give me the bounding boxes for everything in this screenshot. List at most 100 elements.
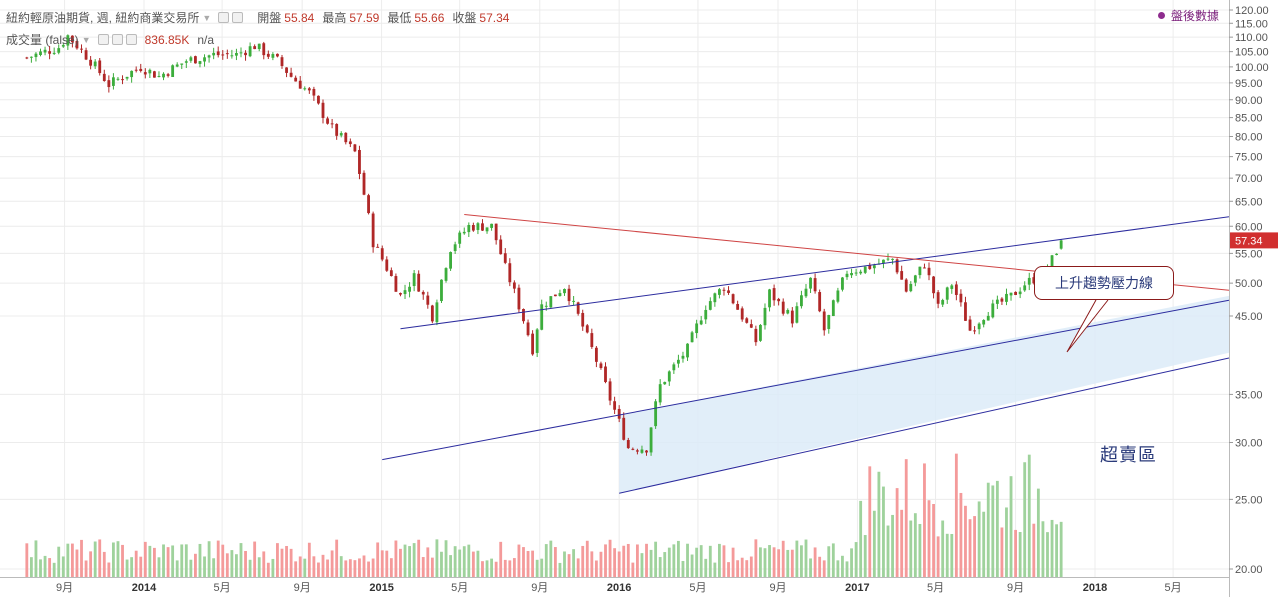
volume-bar <box>663 552 667 577</box>
candle-body <box>845 273 849 278</box>
volume-bar <box>613 548 617 577</box>
candle-body <box>134 69 138 71</box>
volume-bar <box>886 525 890 577</box>
candle-body <box>813 278 817 292</box>
candle-body <box>189 57 193 61</box>
candle-body <box>640 449 644 453</box>
volume-bar <box>722 545 726 577</box>
price-tick-label: 75.00 <box>1235 152 1263 164</box>
candle-body <box>1009 292 1013 296</box>
volume-bar <box>303 558 307 577</box>
settings-icon[interactable] <box>111 34 123 45</box>
volume-bar <box>891 514 894 577</box>
candle-body <box>613 401 617 410</box>
settings-icon[interactable] <box>232 12 244 23</box>
candle-body <box>827 314 831 329</box>
candle-body <box>959 293 963 303</box>
chevron-down-icon[interactable]: ▼ <box>202 12 212 23</box>
candle-body <box>945 287 949 300</box>
candle-body <box>157 75 161 77</box>
candle-body <box>558 293 562 296</box>
candle-body <box>622 417 626 440</box>
volume-bar <box>813 547 817 577</box>
candle-body <box>257 43 261 50</box>
volume-bar <box>39 559 42 577</box>
high-label: 最高 <box>322 11 347 25</box>
candle-body <box>503 253 507 263</box>
volume-bar <box>57 546 61 577</box>
volume-bar <box>48 558 52 577</box>
volume-bar <box>604 544 607 577</box>
volume-bar <box>786 549 790 577</box>
candle-body <box>768 289 771 308</box>
volume-bar <box>449 555 452 577</box>
volume-bar <box>239 543 243 577</box>
candle-body <box>153 71 156 78</box>
candle-body <box>676 359 680 364</box>
time-tick-label: 2015 <box>369 582 393 594</box>
time-tick-label: 5月 <box>214 582 231 594</box>
candle-body <box>831 300 835 316</box>
volume-bar <box>1059 521 1063 577</box>
eye-icon[interactable] <box>218 12 230 23</box>
volume-bar <box>982 511 986 577</box>
eye-icon[interactable] <box>97 34 109 45</box>
volume-bar <box>768 545 771 577</box>
time-tick-label: 5月 <box>1165 582 1182 594</box>
volume-bar <box>631 562 635 577</box>
candle-body <box>872 265 876 269</box>
volume-bar <box>394 540 398 577</box>
candle-body <box>1018 291 1022 295</box>
volume-bar <box>681 560 685 577</box>
settlement-data-button[interactable]: 盤後數據 <box>1157 7 1219 24</box>
candle-body <box>686 343 689 358</box>
candle-body <box>954 284 958 295</box>
price-tick-label: 105.00 <box>1235 47 1269 59</box>
volume-bar <box>822 560 826 577</box>
volume-bar <box>162 544 165 577</box>
volume-bar <box>412 543 416 577</box>
candle-body <box>818 292 822 312</box>
candle-body <box>80 48 83 50</box>
candle-body <box>326 118 329 124</box>
candle-body <box>412 273 416 287</box>
candle-body <box>339 133 343 136</box>
candle-body <box>490 223 494 228</box>
candle-body <box>982 320 986 325</box>
volume-bar <box>134 550 138 577</box>
time-tick-label: 9月 <box>56 582 73 594</box>
candle-body <box>317 95 320 104</box>
candle-body <box>280 57 284 67</box>
candle-body <box>936 292 940 304</box>
candle-body <box>900 271 904 280</box>
volume-bar <box>89 551 93 577</box>
volume-bar <box>1046 532 1049 577</box>
close-icon[interactable] <box>125 34 137 45</box>
volume-bar <box>235 554 238 577</box>
candle-body <box>604 366 607 383</box>
candle-body <box>1014 291 1017 295</box>
volume-bar <box>927 500 931 577</box>
volume-bar <box>458 549 462 577</box>
candle-body <box>75 40 79 49</box>
candle-body <box>740 308 744 320</box>
volume-bar <box>731 547 735 577</box>
candle-body <box>57 48 61 53</box>
candle-body <box>235 52 238 56</box>
volume-bar <box>130 557 134 577</box>
candle-body <box>1027 277 1031 285</box>
candle-body <box>563 288 566 294</box>
volume-bar <box>367 561 370 577</box>
volume-bar <box>558 562 562 577</box>
volume-bar <box>740 557 744 577</box>
volume-bar <box>1000 527 1004 577</box>
volume-bar <box>307 542 311 577</box>
candle-body <box>567 288 571 302</box>
chevron-down-icon[interactable]: ▼ <box>81 34 91 45</box>
volume-bar <box>818 556 822 577</box>
volume-bar <box>831 543 835 577</box>
volume-bar <box>695 547 699 577</box>
candle-body <box>121 79 124 81</box>
volume-bar <box>143 541 147 577</box>
